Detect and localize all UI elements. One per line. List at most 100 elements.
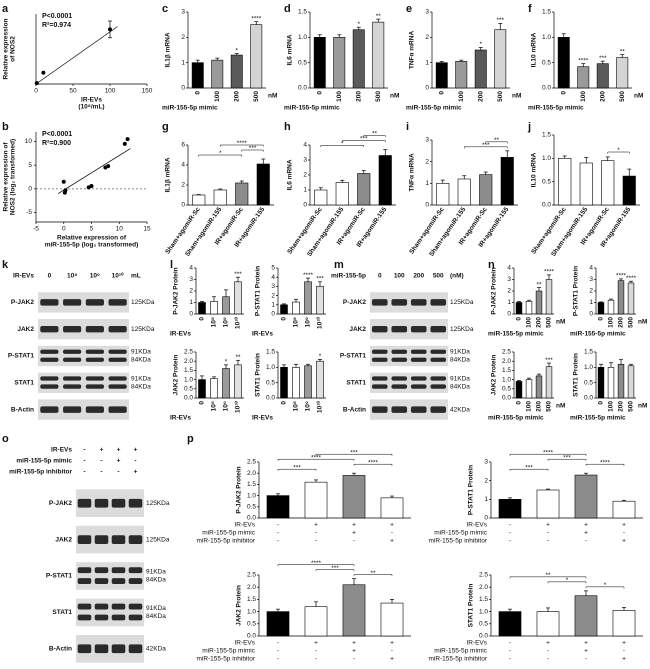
- x-tick-label: 200: [536, 401, 543, 412]
- bracket-label: ***: [360, 136, 368, 143]
- x-axis-label: miR-155-5p mimic: [488, 415, 544, 422]
- blot-strip: [370, 399, 448, 420]
- panel-letter: g: [162, 121, 169, 133]
- band: [85, 384, 104, 389]
- y-tick-label: 4: [589, 265, 593, 272]
- significance: *: [235, 47, 238, 54]
- significance: ****: [616, 273, 627, 280]
- y-tick-label: 0.0: [298, 85, 307, 92]
- blot-strip: [370, 372, 448, 393]
- band: [77, 567, 92, 574]
- y-tick-label: 4: [271, 274, 275, 281]
- condition-mark: -: [391, 530, 393, 537]
- y-axis-label: P-JAK2 Protein: [491, 267, 498, 314]
- band: [128, 567, 143, 574]
- bracket-label: ****: [543, 449, 554, 456]
- bar: [192, 194, 206, 206]
- band: [63, 299, 82, 306]
- y-axis-label: TNFα mRNA: [409, 31, 416, 70]
- bar: [222, 296, 230, 315]
- x-tick-label: 0: [281, 317, 288, 321]
- y-tick-label: 3: [271, 283, 275, 290]
- y-tick-label: 1.5: [542, 132, 551, 139]
- bar: [498, 611, 522, 637]
- band: [77, 614, 92, 621]
- x-axis-label: miR-155-5p mimic: [570, 415, 626, 422]
- x-axis-label: miR-155-5p (log₂ transformed): [45, 242, 139, 249]
- band: [430, 406, 447, 413]
- y-tick-label: 6: [181, 142, 185, 149]
- y-tick-label: 2: [303, 172, 307, 179]
- lane-label: 0: [48, 273, 52, 280]
- row-label: P-STAT1: [340, 353, 367, 360]
- y-tick-label: 5: [271, 265, 275, 272]
- bar: [342, 584, 366, 637]
- x-tick-label: 500: [628, 401, 635, 412]
- row-label: P-STAT1: [46, 573, 73, 580]
- condition-mark: +: [390, 522, 394, 529]
- band: [77, 498, 92, 508]
- x-unit: nM: [638, 319, 647, 326]
- band: [85, 325, 104, 333]
- x-axis-label: miR-155-5p mimic: [406, 105, 462, 112]
- bar: [292, 367, 300, 399]
- significance: ***: [496, 17, 504, 24]
- x-unit: nM: [556, 319, 565, 326]
- band: [108, 325, 127, 333]
- y-tick-label: 1.5: [479, 596, 488, 603]
- y-tick-label: 0.0: [502, 395, 511, 402]
- band: [391, 384, 408, 389]
- x-tick-label: 0: [281, 401, 288, 405]
- lane-label: +: [134, 447, 138, 454]
- fit-line: [58, 148, 131, 194]
- band: [430, 325, 447, 333]
- y-axis-label: IL6 mRNA: [287, 159, 294, 190]
- condition-mark: +: [622, 656, 626, 663]
- y-tick-label: 1.0: [479, 608, 488, 615]
- y-tick-label: 0.0: [247, 633, 256, 640]
- panel-letter: f: [528, 3, 532, 15]
- bar: [342, 475, 366, 519]
- annotation: P<0.0001: [42, 131, 72, 138]
- x-tick-label: 100: [608, 317, 615, 328]
- y-tick-label: 1: [589, 299, 593, 306]
- bar: [210, 301, 218, 315]
- condition-mark: -: [509, 522, 511, 529]
- bar: [316, 286, 324, 315]
- y-axis-label: STAT1 Protein: [573, 353, 580, 397]
- y-tick-label: 2.5: [247, 459, 256, 466]
- size-label: 125KDa: [450, 326, 474, 333]
- row-label: P-JAK2: [11, 299, 35, 306]
- condition-mark: +: [584, 648, 588, 655]
- annotation: R²=0.900: [42, 140, 71, 147]
- size-label: 125KDa: [146, 536, 170, 543]
- significance: **: [235, 354, 241, 361]
- x-tick-label: 0: [560, 91, 567, 95]
- significance: ***: [316, 276, 324, 283]
- band: [430, 357, 447, 362]
- x-tick-label: 0: [316, 91, 323, 95]
- band: [410, 406, 427, 413]
- bracket-label: *: [604, 582, 607, 589]
- band: [40, 325, 59, 333]
- condition-label: miR-155-5p inhibitor: [428, 538, 487, 545]
- row-label: JAK2: [349, 326, 366, 333]
- y-tick-label: 1.0: [184, 376, 193, 383]
- lane-label: 10¹⁰: [112, 272, 124, 280]
- lane-label: +: [100, 447, 104, 454]
- bar: [234, 281, 242, 315]
- bar: [515, 302, 523, 315]
- point: [108, 27, 112, 32]
- bracket-label: **: [545, 572, 551, 579]
- x-axis-label: IR-EVs: [170, 331, 191, 338]
- panel-letter: p: [187, 433, 194, 445]
- significance: **: [536, 281, 542, 288]
- band: [94, 603, 109, 610]
- size-label: 42KDa: [146, 646, 166, 653]
- y-tick-label: 2: [589, 288, 593, 295]
- condition-label: miR-155-5p mimic: [434, 530, 487, 537]
- x-unit: nM: [390, 93, 399, 100]
- size-label: 42KDa: [450, 406, 470, 413]
- y-tick-label: 2.5: [247, 572, 256, 579]
